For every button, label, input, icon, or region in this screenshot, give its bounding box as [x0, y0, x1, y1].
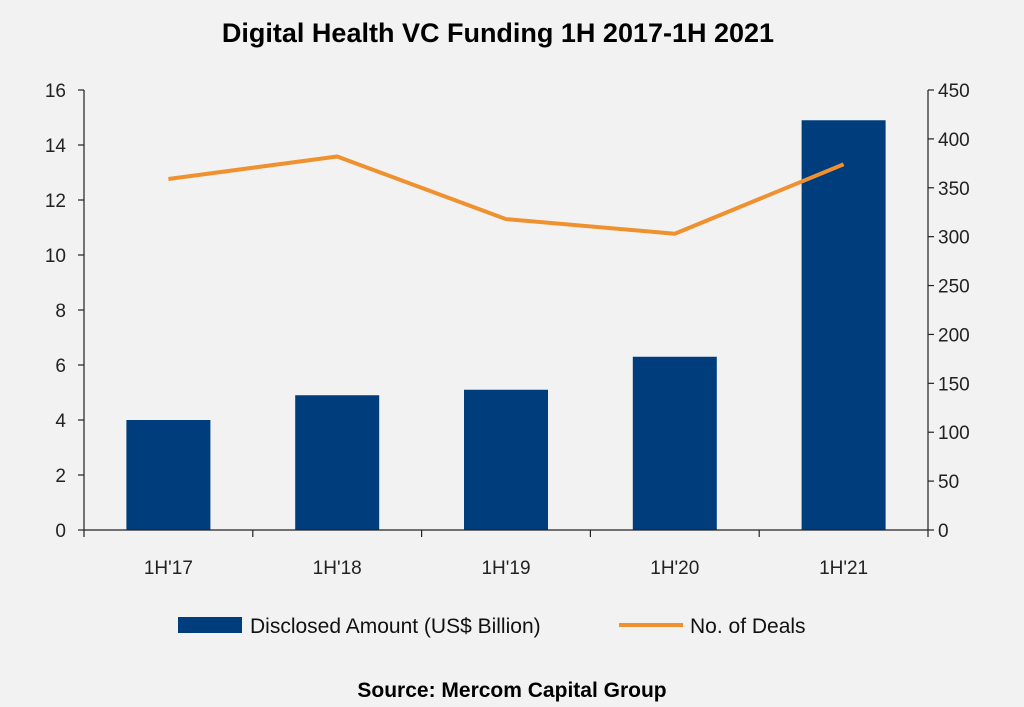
- right-tick-label: 100: [938, 423, 970, 444]
- right-tick-label: 400: [938, 130, 970, 151]
- bar-1H'17: [126, 420, 210, 530]
- left-tick-label: 14: [45, 136, 67, 157]
- legend-label-bar: Disclosed Amount (US$ Billion): [250, 615, 541, 638]
- x-tick-label: 1H'19: [481, 558, 530, 579]
- x-tick-label: 1H'20: [650, 558, 699, 579]
- left-tick-label: 6: [55, 356, 66, 377]
- bar-1H'20: [633, 357, 717, 530]
- right-tick-label: 150: [938, 374, 970, 395]
- left-axis-ticks: 0 2 4 6 8 10 12 14 16: [45, 81, 84, 542]
- right-tick-label: 450: [938, 81, 970, 102]
- left-tick-label: 8: [55, 301, 66, 322]
- left-tick-label: 4: [55, 411, 66, 432]
- bar-1H'18: [295, 395, 379, 530]
- right-tick-label: 350: [938, 179, 970, 200]
- x-axis-ticks: 1H'17 1H'18 1H'19 1H'20 1H'21: [84, 530, 928, 579]
- left-tick-label: 12: [45, 191, 66, 212]
- right-tick-label: 300: [938, 228, 970, 249]
- legend: Disclosed Amount (US$ Billion) No. of De…: [178, 615, 806, 638]
- bar-series: [126, 120, 885, 530]
- bar-1H'21: [802, 120, 886, 530]
- right-tick-label: 50: [938, 472, 959, 493]
- x-tick-label: 1H'17: [144, 558, 193, 579]
- line-series: [168, 156, 843, 233]
- x-tick-label: 1H'21: [819, 558, 868, 579]
- right-axis-ticks: 0 50 100 150 200 250 300 350 400 450: [928, 81, 970, 542]
- legend-label-line: No. of Deals: [690, 615, 806, 638]
- legend-swatch-bar: [178, 617, 242, 633]
- chart-title: Digital Health VC Funding 1H 2017-1H 202…: [222, 18, 774, 48]
- right-tick-label: 0: [938, 521, 949, 542]
- bar-1H'19: [464, 390, 548, 530]
- right-tick-label: 200: [938, 325, 970, 346]
- deals-line: [168, 156, 843, 233]
- x-tick-label: 1H'18: [313, 558, 362, 579]
- left-tick-label: 16: [45, 81, 66, 102]
- right-tick-label: 250: [938, 277, 970, 298]
- source-note: Source: Mercom Capital Group: [357, 679, 666, 702]
- left-tick-label: 2: [55, 466, 66, 487]
- left-tick-label: 10: [45, 246, 66, 267]
- left-tick-label: 0: [55, 521, 66, 542]
